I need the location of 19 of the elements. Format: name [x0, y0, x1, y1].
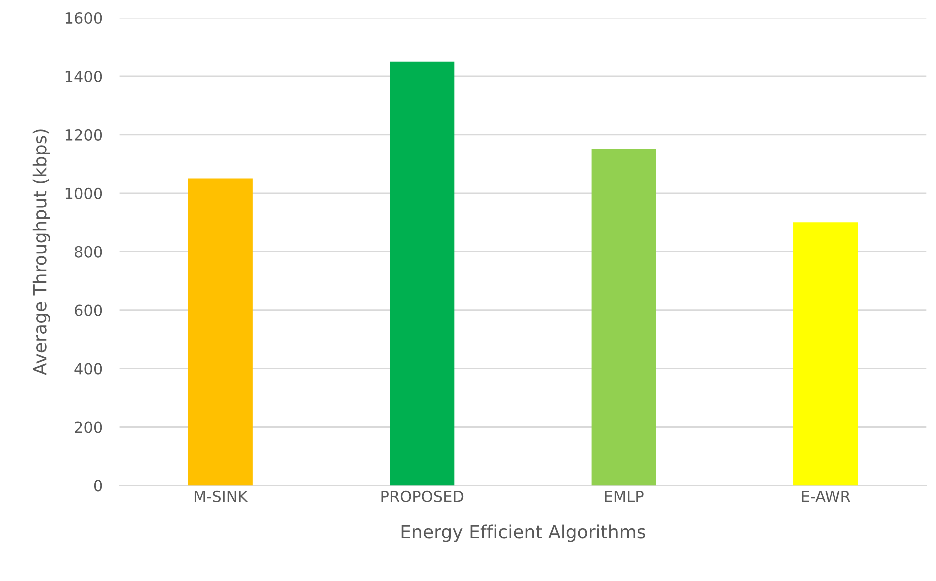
bar: [592, 150, 656, 486]
x-tick-label: PROPOSED: [382, 490, 464, 502]
y-tick-label: 1000: [66, 188, 102, 200]
x-tick-label: EMLP: [605, 491, 644, 502]
y-tick-label: 1400: [66, 70, 102, 82]
y-tick-label: 600: [75, 304, 102, 316]
y-axis-title: Average Throughput (kbps): [32, 130, 50, 376]
bar: [390, 62, 455, 486]
x-axis-title: Energy Efficient Algorithms: [402, 524, 646, 542]
y-tick-label: 1200: [66, 129, 102, 141]
y-tick-label: 1600: [66, 12, 102, 24]
bar: [794, 222, 858, 486]
y-tick-label: 400: [74, 363, 102, 375]
bar: [188, 178, 253, 486]
y-tick-label: 200: [75, 422, 102, 434]
y-tick-label: 800: [75, 246, 102, 258]
x-tick-label: E-AWR: [802, 491, 850, 502]
x-tick-label: M-SINK: [194, 490, 248, 502]
y-tick-label: 0: [94, 480, 102, 492]
